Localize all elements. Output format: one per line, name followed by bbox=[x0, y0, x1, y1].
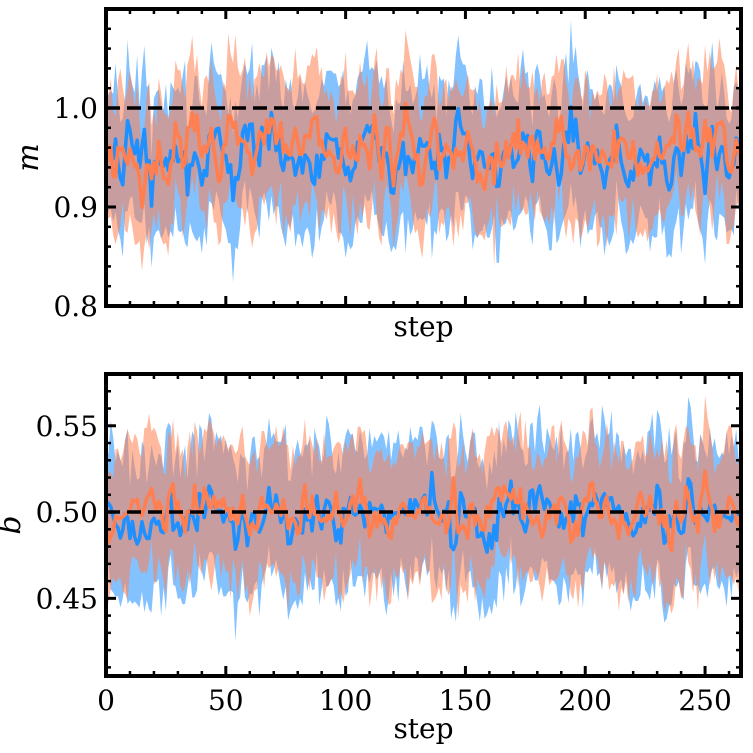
band-series-1 bbox=[106, 395, 741, 619]
y-tick-label: 1.0 bbox=[53, 92, 98, 125]
y-tick-label: 0.8 bbox=[53, 290, 98, 323]
plot-area bbox=[106, 395, 741, 642]
y-axis-label: b bbox=[0, 515, 28, 534]
axes-frame bbox=[104, 7, 743, 308]
y-tick-label: 0.50 bbox=[36, 496, 98, 529]
y-tick-label: 0.45 bbox=[36, 582, 98, 615]
band-series-1 bbox=[106, 29, 741, 272]
line-series-1 bbox=[106, 469, 741, 553]
y-tick-label: 0.55 bbox=[36, 410, 98, 443]
panel-m: 0.8 0.9 1.0 step m bbox=[11, 7, 743, 343]
x-tick-label: 0 bbox=[97, 684, 115, 717]
x-tick-label: 100 bbox=[319, 684, 372, 717]
y-tick-label: 0.9 bbox=[53, 191, 98, 224]
panel-b: 0 50 100 150 200 250 0.45 0.50 0.55 step b bbox=[0, 372, 743, 745]
x-axis-label: step bbox=[393, 310, 453, 343]
x-tick-label: 150 bbox=[439, 684, 492, 717]
x-tick-label: 50 bbox=[208, 684, 244, 717]
x-axis-label: step bbox=[393, 712, 453, 745]
axes-frame bbox=[104, 372, 743, 678]
line-series-1 bbox=[106, 101, 741, 209]
x-tick-label: 250 bbox=[678, 684, 731, 717]
x-tick-label: 200 bbox=[559, 684, 612, 717]
plot-area bbox=[106, 20, 741, 283]
y-axis-label: m bbox=[11, 143, 46, 171]
